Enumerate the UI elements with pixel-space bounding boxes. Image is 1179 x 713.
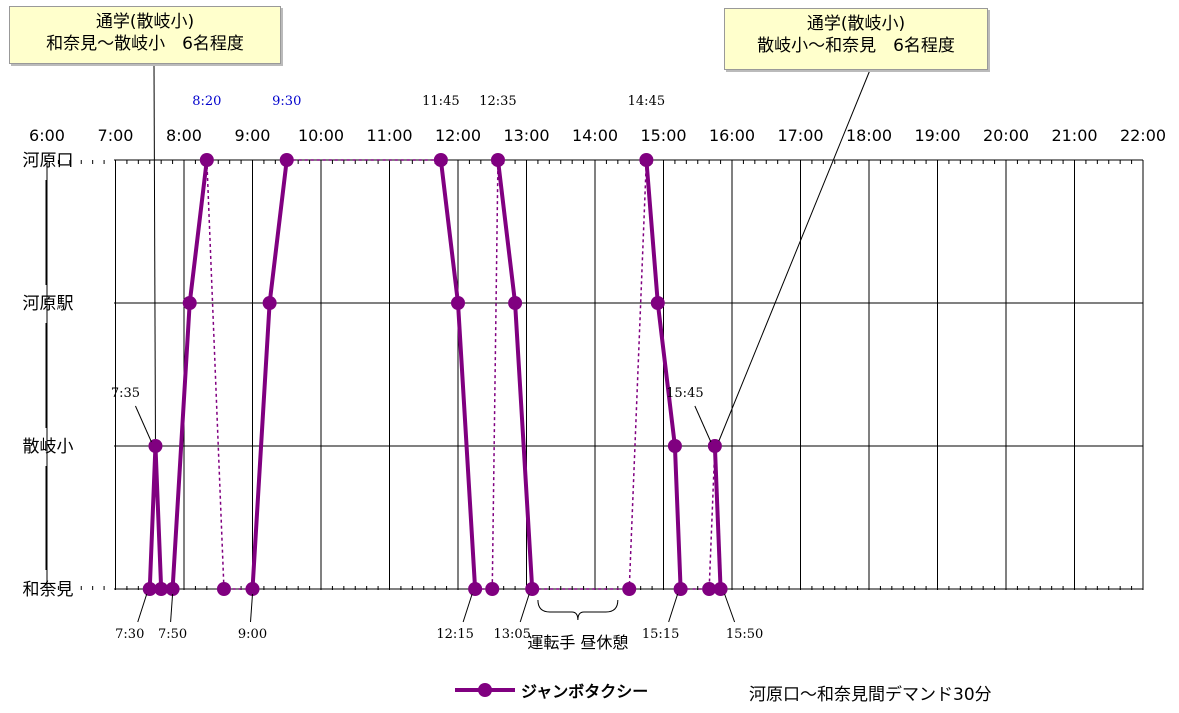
x-tick-label: 22:00 [1120,126,1166,145]
time-label: 15:15 [642,627,679,642]
label-leader [462,593,473,623]
time-label: 14:45 [628,94,665,109]
data-point [673,582,688,596]
x-tick-label: 8:00 [166,126,202,145]
time-label: 9:30 [272,94,301,109]
break-brace [537,599,619,621]
callout-afternoon-line2: 散岐小～和奈見 6名程度 [757,36,955,56]
x-tick-label: 7:00 [98,126,134,145]
data-point [262,296,277,310]
label-leader [135,405,152,443]
x-tick-label: 13:00 [503,126,549,145]
x-tick-label: 21:00 [1051,126,1097,145]
callout-afternoon: 通学(散岐小) 散岐小～和奈見 6名程度 [724,8,988,70]
time-label: 7:30 [115,627,144,642]
time-label: 8:20 [192,94,221,109]
trip-line [147,444,164,590]
time-label: 12:35 [479,94,516,109]
deadhead-line [532,159,648,590]
stop-label: 散岐小 [23,437,74,457]
x-tick-label: 17:00 [777,126,823,145]
x-tick-label: 6:00 [29,126,65,145]
data-point [165,582,180,596]
callout-morning: 通学(散岐小) 和奈見～散岐小 6名程度 [9,6,281,64]
label-leader [694,405,712,443]
label-leader [724,593,736,623]
deadhead-line [680,445,716,590]
x-tick-label: 11:00 [366,126,412,145]
data-point [713,582,728,596]
data-point [702,582,717,596]
time-label: 13:05 [493,627,530,642]
data-point [622,582,637,596]
time-label: 11:45 [422,94,459,109]
data-point [508,296,523,310]
label-leader [137,593,148,623]
data-point [433,153,448,167]
x-tick-label: 12:00 [435,126,481,145]
time-label: 15:45 [666,386,703,401]
x-tick-label: 9:00 [235,126,271,145]
data-point [667,439,682,453]
legend-series-label: ジャンボタクシー [521,682,649,701]
time-label: 12:15 [436,627,473,642]
label-leader [668,593,679,623]
x-tick-label: 20:00 [983,126,1029,145]
data-point [199,153,214,167]
label-leader [519,593,530,623]
data-point [154,582,169,596]
callout-morning-line2: 和奈見～散岐小 6名程度 [46,34,244,54]
trip-line [170,159,209,590]
data-point [707,439,722,453]
x-tick-label: 10:00 [298,126,344,145]
x-tick-label: 18:00 [846,126,892,145]
data-point [148,439,163,453]
data-point [639,153,654,167]
callout-afternoon-line1: 通学(散岐小) [806,14,906,34]
time-label: 7:50 [158,627,187,642]
time-label: 15:50 [726,627,763,642]
deadhead-line [206,159,253,590]
data-point [525,582,540,596]
callout-morning-leader [153,63,156,440]
deadhead-line [475,159,499,590]
data-point [182,296,197,310]
x-tick-label: 16:00 [709,126,755,145]
x-tick-label: 19:00 [914,126,960,145]
stop-label: 和奈見 [23,580,74,600]
stop-label: 河原駅 [23,294,74,314]
trip-line [495,159,535,590]
trip-line [250,159,289,590]
data-point [485,582,500,596]
data-point [650,296,665,310]
data-point [451,296,465,310]
time-label: 7:35 [111,386,140,401]
legend: ジャンボタクシー [455,677,648,703]
data-point [245,582,260,596]
legend-line-marker-icon [455,683,515,697]
stop-label: 河原口 [23,151,74,171]
data-point [216,582,231,596]
label-leader [250,593,253,623]
trip-line [712,445,723,590]
x-tick-label: 15:00 [640,126,686,145]
break-label: 運転手 昼休憩 [527,633,628,652]
label-leader [170,593,174,623]
data-point [142,582,157,596]
data-point [468,582,483,596]
trip-line [644,159,683,590]
legend-note: 河原口～和奈見間デマンド30分 [749,685,992,705]
callout-morning-line1: 通学(散岐小) [95,12,195,32]
data-point [279,153,294,167]
time-label: 9:00 [238,627,267,642]
data-point [490,153,505,167]
x-tick-label: 14:00 [572,126,618,145]
callout-afternoon-leader [718,69,871,442]
